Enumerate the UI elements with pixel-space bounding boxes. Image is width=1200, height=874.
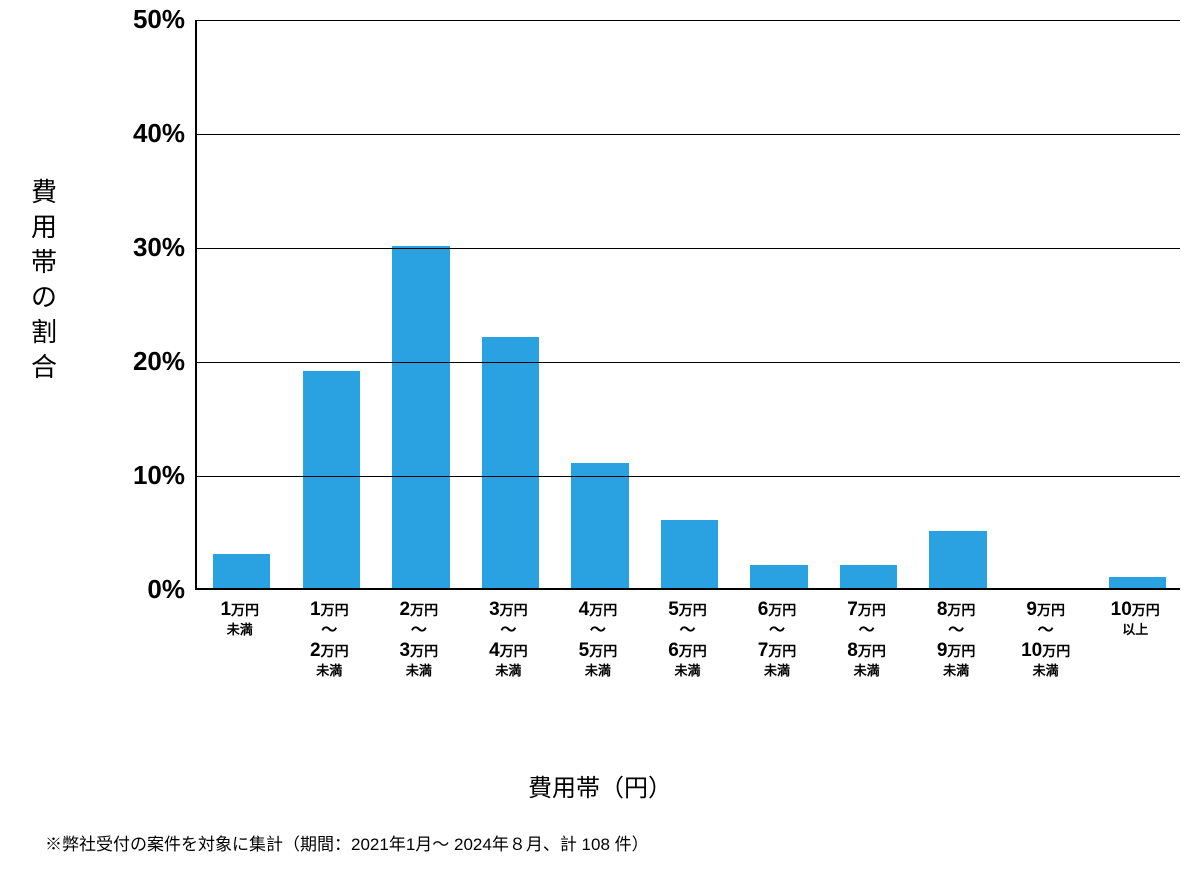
x-category-label: 7万円～8万円未満 xyxy=(822,598,912,680)
y-axis-title: 費用帯の割合 xyxy=(30,175,58,386)
grid-line xyxy=(197,134,1180,135)
chart-page: 費用帯の割合 0% 10% 20% 30% 40% 50% 1万円未満1万円～2万円未満2… xyxy=(0,0,1200,874)
y-tick-label: 40% xyxy=(107,118,185,149)
grid-line xyxy=(197,362,1180,363)
chart-bar xyxy=(1109,577,1166,588)
x-category-label: 5万円～6万円未満 xyxy=(643,598,733,680)
y-tick-label: 30% xyxy=(107,232,185,263)
chart-bar xyxy=(482,337,539,588)
chart-bar xyxy=(303,371,360,588)
chart-bar xyxy=(571,463,628,588)
chart-bar xyxy=(840,565,897,588)
x-category-label: 10万円以上 xyxy=(1090,598,1180,639)
chart-plot-area xyxy=(195,20,1180,590)
x-category-label: 4万円～5万円未満 xyxy=(553,598,643,680)
x-category-label: 2万円～3万円未満 xyxy=(374,598,464,680)
chart-bar xyxy=(392,246,449,588)
x-category-label: 1万円～2万円未満 xyxy=(285,598,375,680)
chart-bars xyxy=(197,20,1180,588)
grid-line xyxy=(197,248,1180,249)
chart-bar xyxy=(661,520,718,588)
x-axis-title: 費用帯（円） xyxy=(0,768,1200,803)
y-tick-label: 20% xyxy=(107,346,185,377)
grid-line xyxy=(197,476,1180,477)
x-category-label: 9万円～10万円未満 xyxy=(1001,598,1091,680)
y-tick-label: 50% xyxy=(107,4,185,35)
y-tick-label: 10% xyxy=(107,460,185,491)
y-tick-label: 0% xyxy=(107,574,185,605)
chart-bar xyxy=(213,554,270,588)
grid-line xyxy=(197,20,1180,21)
x-category-label: 3万円～4万円未満 xyxy=(464,598,554,680)
x-category-label: 6万円～7万円未満 xyxy=(732,598,822,680)
x-category-label: 1万円未満 xyxy=(195,598,285,639)
x-category-label: 8万円～9万円未満 xyxy=(911,598,1001,680)
chart-bar xyxy=(929,531,986,588)
chart-bar xyxy=(750,565,807,588)
chart-footnote: ※弊社受付の案件を対象に集計（期間：2021年1月～ 2024年８月、計 108… xyxy=(45,830,649,855)
